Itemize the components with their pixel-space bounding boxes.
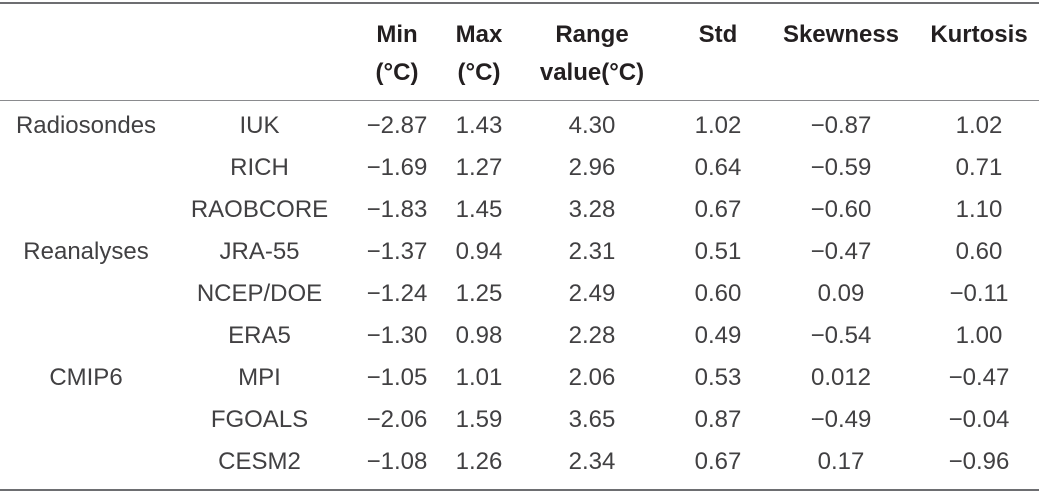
header-range: Range value(°C) <box>539 21 645 86</box>
group-cell <box>0 399 172 441</box>
skewness-cell: −0.60 <box>810 196 872 223</box>
min-cell: −1.30 <box>366 322 428 349</box>
group-cell: Radiosondes <box>15 112 157 139</box>
dataset-cell: MPI <box>238 364 281 391</box>
skewness-cell: −0.49 <box>810 406 872 433</box>
dataset-cell: RAOBCORE <box>190 196 329 223</box>
skewness-cell: 0.17 <box>817 448 865 475</box>
dataset-cell: FGOALS <box>210 406 309 433</box>
max-cell: 1.43 <box>455 112 503 139</box>
min-cell: −1.69 <box>366 154 428 181</box>
dataset-cell: ERA5 <box>228 322 291 349</box>
kurtosis-cell: −0.96 <box>948 448 1010 475</box>
table-top-rule <box>0 2 1039 4</box>
table-row: FGOALS −2.06 1.59 3.65 0.87 −0.49 −0.04 <box>0 399 1039 441</box>
std-cell: 0.49 <box>694 322 742 349</box>
header-dataset <box>172 0 347 101</box>
table-row: ERA5 −1.30 0.98 2.28 0.49 −0.54 1.00 <box>0 315 1039 357</box>
table-row: RAOBCORE −1.83 1.45 3.28 0.67 −0.60 1.10 <box>0 189 1039 231</box>
max-cell: 1.45 <box>455 196 503 223</box>
min-cell: −1.37 <box>366 238 428 265</box>
min-cell: −1.05 <box>366 364 428 391</box>
min-cell: −2.06 <box>366 406 428 433</box>
kurtosis-cell: −0.11 <box>949 280 1009 307</box>
std-cell: 0.53 <box>694 364 742 391</box>
min-cell: −1.08 <box>366 448 428 475</box>
skewness-cell: 0.012 <box>810 364 872 391</box>
skewness-cell: 0.09 <box>817 280 865 307</box>
dataset-cell: JRA-55 <box>219 238 300 265</box>
dataset-cell: IUK <box>239 112 280 139</box>
min-cell: −1.24 <box>366 280 428 307</box>
skewness-cell: −0.54 <box>810 322 872 349</box>
min-cell: −2.87 <box>366 112 428 139</box>
header-group <box>0 0 172 101</box>
skewness-cell: −0.47 <box>810 238 872 265</box>
header-separator-rule <box>0 100 1039 101</box>
table-row: CMIP6 MPI −1.05 1.01 2.06 0.53 0.012 −0.… <box>0 357 1039 399</box>
std-cell: 0.87 <box>694 406 742 433</box>
header-skewness: Skewness <box>782 21 900 48</box>
table-row: CESM2 −1.08 1.26 2.34 0.67 0.17 −0.96 <box>0 441 1039 483</box>
header-max: Max (°C) <box>455 21 503 86</box>
max-cell: 1.01 <box>455 364 503 391</box>
kurtosis-cell: 0.60 <box>955 238 1003 265</box>
std-cell: 0.67 <box>694 196 742 223</box>
range-cell: 2.49 <box>568 280 616 307</box>
max-cell: 1.26 <box>455 448 503 475</box>
kurtosis-cell: −0.47 <box>948 364 1010 391</box>
range-cell: 4.30 <box>568 112 616 139</box>
max-cell: 1.25 <box>455 280 503 307</box>
table-row: Reanalyses JRA-55 −1.37 0.94 2.31 0.51 −… <box>0 231 1039 273</box>
range-cell: 2.28 <box>568 322 616 349</box>
skewness-cell: −0.87 <box>810 112 872 139</box>
table-row: Radiosondes IUK −2.87 1.43 4.30 1.02 −0.… <box>0 101 1039 147</box>
group-cell: CMIP6 <box>49 364 123 391</box>
range-cell: 3.28 <box>568 196 616 223</box>
max-cell: 0.98 <box>455 322 503 349</box>
std-cell: 1.02 <box>694 112 742 139</box>
header-row: Min (°C) Max (°C) Range value(°C) Std Skewn… <box>0 0 1039 101</box>
kurtosis-cell: 1.02 <box>955 112 1003 139</box>
group-cell <box>0 147 172 189</box>
range-cell: 2.06 <box>568 364 616 391</box>
std-cell: 0.60 <box>694 280 742 307</box>
skewness-cell: −0.59 <box>810 154 872 181</box>
max-cell: 1.59 <box>455 406 503 433</box>
std-cell: 0.64 <box>694 154 742 181</box>
max-cell: 1.27 <box>455 154 503 181</box>
kurtosis-cell: 1.10 <box>955 196 1003 223</box>
header-min: Min (°C) <box>375 21 419 86</box>
dataset-cell: CESM2 <box>218 448 301 475</box>
std-cell: 0.51 <box>694 238 742 265</box>
range-cell: 2.96 <box>568 154 616 181</box>
table-row: NCEP/DOE −1.24 1.25 2.49 0.60 0.09 −0.11 <box>0 273 1039 315</box>
kurtosis-cell: −0.04 <box>948 406 1010 433</box>
min-cell: −1.83 <box>366 196 428 223</box>
group-cell <box>0 273 172 315</box>
header-std: Std <box>698 21 738 48</box>
statistics-table: Min (°C) Max (°C) Range value(°C) Std Skewn… <box>0 0 1039 483</box>
group-cell <box>0 189 172 231</box>
max-cell: 0.94 <box>455 238 503 265</box>
kurtosis-cell: 1.00 <box>955 322 1003 349</box>
group-cell <box>0 315 172 357</box>
group-cell <box>0 441 172 483</box>
std-cell: 0.67 <box>694 448 742 475</box>
range-cell: 3.65 <box>568 406 616 433</box>
table-bottom-rule <box>0 489 1039 491</box>
dataset-cell: RICH <box>230 154 289 181</box>
range-cell: 2.31 <box>568 238 616 265</box>
header-kurtosis: Kurtosis <box>930 21 1028 48</box>
range-cell: 2.34 <box>568 448 616 475</box>
dataset-cell: NCEP/DOE <box>196 280 323 307</box>
kurtosis-cell: 0.71 <box>955 154 1003 181</box>
group-cell: Reanalyses <box>23 238 149 265</box>
table-row: RICH −1.69 1.27 2.96 0.64 −0.59 0.71 <box>0 147 1039 189</box>
